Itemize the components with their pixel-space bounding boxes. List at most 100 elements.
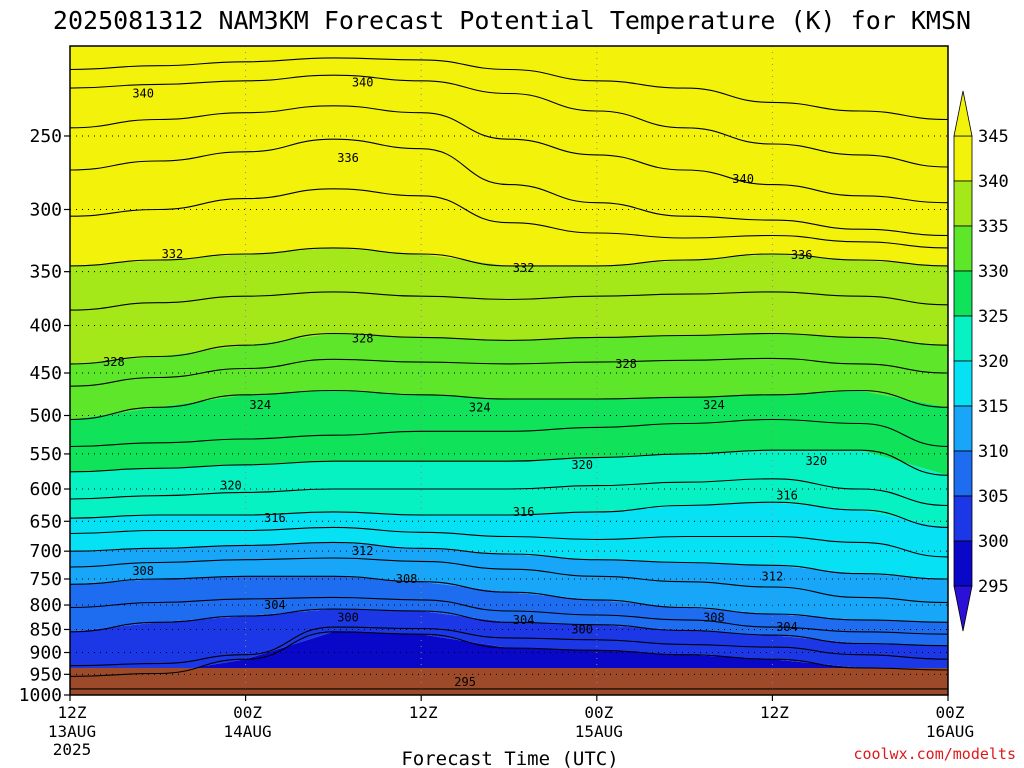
contour-label: 328 xyxy=(352,331,374,345)
colorbar-swatch xyxy=(953,270,973,317)
contour-line-332 xyxy=(69,247,949,267)
contour-label: 340 xyxy=(732,172,754,186)
colorbar-label: 315 xyxy=(978,397,1009,417)
contour-label: 324 xyxy=(249,398,271,412)
plot-frame xyxy=(69,45,949,696)
y-tick-label: 500 xyxy=(29,405,62,426)
color-band xyxy=(70,333,948,420)
colorbar-swatch xyxy=(953,405,973,452)
contour-label: 336 xyxy=(337,151,359,165)
colorbar-labels: 345 340 335 330 325 320 315 310 305 300 295 xyxy=(978,127,1009,597)
colorbar-label: 295 xyxy=(978,577,1009,597)
color-band xyxy=(70,542,948,623)
ground-layer xyxy=(70,668,948,695)
colorbar-swatch xyxy=(953,315,973,362)
contour-label: 324 xyxy=(469,400,491,414)
colorbar-label: 310 xyxy=(978,442,1009,462)
colorbar-label: 330 xyxy=(978,262,1009,282)
y-tick-label: 350 xyxy=(29,262,62,283)
x-tick-date: 16AUG xyxy=(926,722,974,741)
contour-line-318 xyxy=(69,478,949,507)
contour-label: 304 xyxy=(264,598,286,612)
contour-label: 332 xyxy=(513,261,535,275)
contour-label: 300 xyxy=(337,610,359,624)
color-band xyxy=(70,46,948,167)
colorbar-swatch xyxy=(953,225,973,272)
x-tick-date: 14AUG xyxy=(224,722,272,741)
colorbar-top-arrow xyxy=(953,90,973,137)
contour-label: 328 xyxy=(615,357,637,371)
contour-label: 308 xyxy=(703,610,725,624)
y-tick-label: 700 xyxy=(29,541,62,562)
x-axis-label: Forecast Time (UTC) xyxy=(401,748,618,768)
contour-line-314 xyxy=(69,526,949,558)
y-tick-label: 250 xyxy=(29,126,62,147)
contour-line-326 xyxy=(69,357,949,387)
colorbar-swatch xyxy=(953,180,973,227)
y-tick-label: 400 xyxy=(29,316,62,337)
contour-label: 340 xyxy=(352,76,374,90)
chart-title: 2025081312 NAM3KM Forecast Potential Tem… xyxy=(53,6,971,35)
contour-line-342 xyxy=(69,57,949,121)
contour-label: 300 xyxy=(571,622,593,636)
contour-line-322 xyxy=(69,418,949,448)
contour-line-312 xyxy=(69,541,949,580)
contour-label: 328 xyxy=(103,355,125,369)
colorbar-swatch xyxy=(953,540,973,587)
contour-line-302 xyxy=(69,626,949,667)
color-band xyxy=(70,75,948,236)
color-band xyxy=(70,247,948,364)
colorbar-label: 325 xyxy=(978,307,1009,327)
contour-label: 316 xyxy=(264,511,286,525)
x-tick-date: 15AUG xyxy=(575,722,623,741)
contour-label: 324 xyxy=(703,398,725,412)
colorbar-label: 320 xyxy=(978,352,1009,372)
y-tick-label: 900 xyxy=(29,643,62,664)
contour-label: 332 xyxy=(162,247,184,261)
contour-label: 316 xyxy=(513,505,535,519)
y-tick-label: 800 xyxy=(29,595,62,616)
plot-area: 340 340 336 340 332 332 336 328 328 328 324 324 324 3… xyxy=(69,45,949,696)
contour-label: 312 xyxy=(352,544,374,558)
contour-line-324 xyxy=(69,389,949,421)
x-tick-hour: 00Z xyxy=(936,703,965,722)
contour-line-338 xyxy=(69,105,949,204)
contour-label: 308 xyxy=(132,564,154,578)
contour-label: 312 xyxy=(762,569,784,583)
contour-line-300 xyxy=(69,631,949,677)
colorbar-label: 305 xyxy=(978,487,1009,507)
colorbar-swatches xyxy=(953,90,973,632)
colorbar-bottom-arrow xyxy=(953,585,973,632)
y-tick-label: 750 xyxy=(29,569,62,590)
y-tick-label: 550 xyxy=(29,444,62,465)
contour-labels: 340 340 336 340 332 332 336 328 328 328 324 324 324 3… xyxy=(103,76,827,689)
credit-text: coolwx.com/modelts xyxy=(853,745,1016,763)
y-tick-label: 1000 xyxy=(19,685,62,706)
color-band xyxy=(70,631,948,677)
contour-label: 320 xyxy=(571,458,593,472)
x-tick-hour: 00Z xyxy=(584,703,613,722)
colorbar-swatch xyxy=(953,135,973,182)
colorbar-label: 335 xyxy=(978,217,1009,237)
contour-line-328 xyxy=(69,332,949,365)
colorbar-swatch xyxy=(953,450,973,497)
colorbar-swatch xyxy=(953,360,973,407)
y-tick-label: 300 xyxy=(29,200,62,221)
y-tick-label: 950 xyxy=(29,664,62,685)
contour-label: 340 xyxy=(132,86,154,100)
x-tick-hour: 12Z xyxy=(409,703,438,722)
contour-line-320 xyxy=(69,449,949,476)
contour-line-330 xyxy=(69,291,949,311)
y-axis: 250 300 350 400 450 500 550 600 650 700 750 800 850 9… xyxy=(19,126,70,706)
color-band xyxy=(70,502,948,579)
color-band xyxy=(70,139,948,266)
contour-label: 320 xyxy=(220,479,242,493)
x-tick-year: 2025 xyxy=(53,740,92,759)
colorbar: 345 340 335 330 325 320 315 310 305 300 295 xyxy=(953,90,1009,632)
colorbar-label: 345 xyxy=(978,127,1009,147)
contour-lines xyxy=(69,57,949,690)
x-tick-hour: 00Z xyxy=(233,703,262,722)
contour-line-306 xyxy=(69,596,949,635)
x-tick-hour: 12Z xyxy=(58,703,87,722)
